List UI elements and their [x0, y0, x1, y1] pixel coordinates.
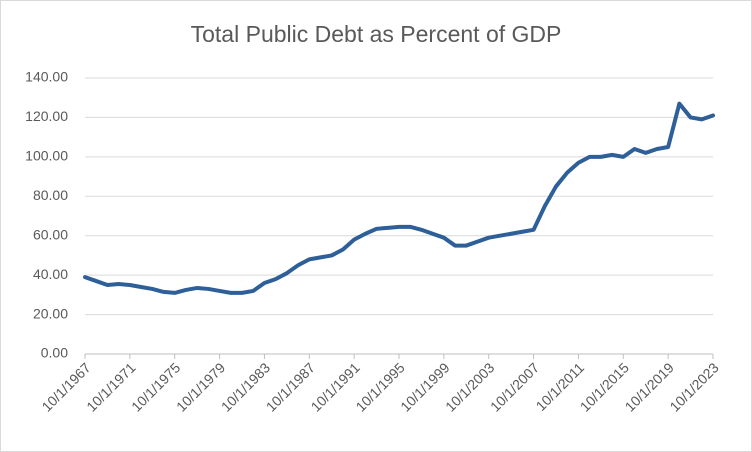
y-tick-label: 120.00	[25, 108, 68, 124]
y-tick-label: 140.00	[25, 69, 68, 85]
y-tick-label: 80.00	[33, 187, 68, 203]
y-tick-label: 60.00	[33, 226, 68, 242]
y-tick-label: 40.00	[33, 266, 68, 282]
data-line	[83, 101, 715, 295]
chart-title: Total Public Debt as Percent of GDP	[191, 21, 562, 47]
y-tick-label: 0.00	[41, 345, 68, 361]
y-tick-label: 100.00	[25, 148, 68, 164]
y-tick-label: 20.00	[33, 305, 68, 321]
